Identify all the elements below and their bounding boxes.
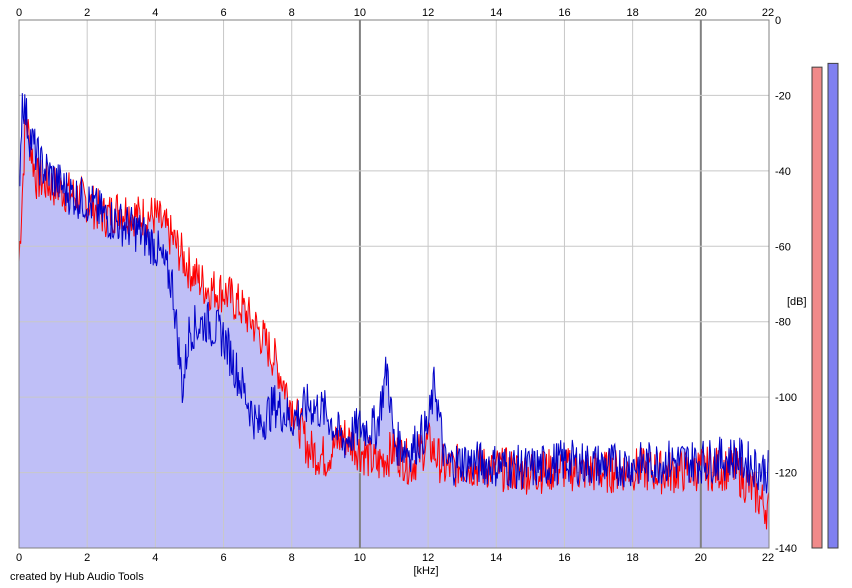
plot-border — [18, 19, 770, 549]
x-tick-label-bottom: 14 — [490, 552, 502, 564]
plot-area — [18, 19, 770, 549]
x-tick-label-bottom: 6 — [220, 552, 226, 564]
y-tick-label: 0 — [775, 15, 781, 27]
x-tick-label-top: 4 — [152, 7, 158, 19]
y-tick-label: -80 — [775, 317, 791, 329]
y-tick-label: -40 — [775, 166, 791, 178]
x-tick-labels-top: 0 2 4 6 8 10 12 14 16 18 20 22 — [16, 7, 774, 19]
level-meter-blue — [827, 62, 839, 549]
x-tick-label-bottom: 20 — [695, 552, 707, 564]
x-tick-label-top: 8 — [289, 7, 295, 19]
y-tick-label: -100 — [775, 392, 797, 404]
blue-series-line — [18, 93, 770, 494]
credit-text: created by Hub Audio Tools — [10, 571, 144, 583]
x-tick-label-top: 22 — [762, 7, 774, 19]
x-tick-label-top: 12 — [422, 7, 434, 19]
x-tick-label-bottom: 18 — [627, 552, 639, 564]
x-axis-label: [kHz] — [413, 565, 438, 577]
x-tick-label-top: 2 — [84, 7, 90, 19]
x-tick-label-bottom: 0 — [16, 552, 22, 564]
spectrum-fill-area — [19, 93, 769, 548]
y-tick-label: -140 — [775, 543, 797, 555]
x-tick-label-bottom: 16 — [558, 552, 570, 564]
x-tick-label-bottom: 22 — [762, 552, 774, 564]
x-tick-label-top: 0 — [16, 7, 22, 19]
x-tick-label-top: 18 — [627, 7, 639, 19]
x-tick-label-top: 6 — [220, 7, 226, 19]
y-axis-label: [dB] — [787, 296, 807, 308]
y-tick-label: -120 — [775, 468, 797, 480]
y-tick-label: -60 — [775, 241, 791, 253]
x-tick-label-bottom: 8 — [289, 552, 295, 564]
x-tick-label-top: 14 — [490, 7, 502, 19]
x-tick-label-bottom: 12 — [422, 552, 434, 564]
y-tick-label: -20 — [775, 90, 791, 102]
x-tick-label-top: 16 — [558, 7, 570, 19]
x-tick-label-bottom: 10 — [354, 552, 366, 564]
level-meter-red — [811, 66, 823, 549]
x-tick-label-bottom: 2 — [84, 552, 90, 564]
x-tick-label-top: 10 — [354, 7, 366, 19]
x-tick-label-bottom: 4 — [152, 552, 158, 564]
level-meters — [811, 62, 839, 549]
x-tick-labels-bottom: 0 2 4 6 8 10 12 14 16 18 20 22 — [16, 552, 774, 564]
x-tick-label-top: 20 — [695, 7, 707, 19]
y-tick-labels: 0 -20 -40 -60 -80 -100 -120 -140 — [775, 15, 797, 555]
